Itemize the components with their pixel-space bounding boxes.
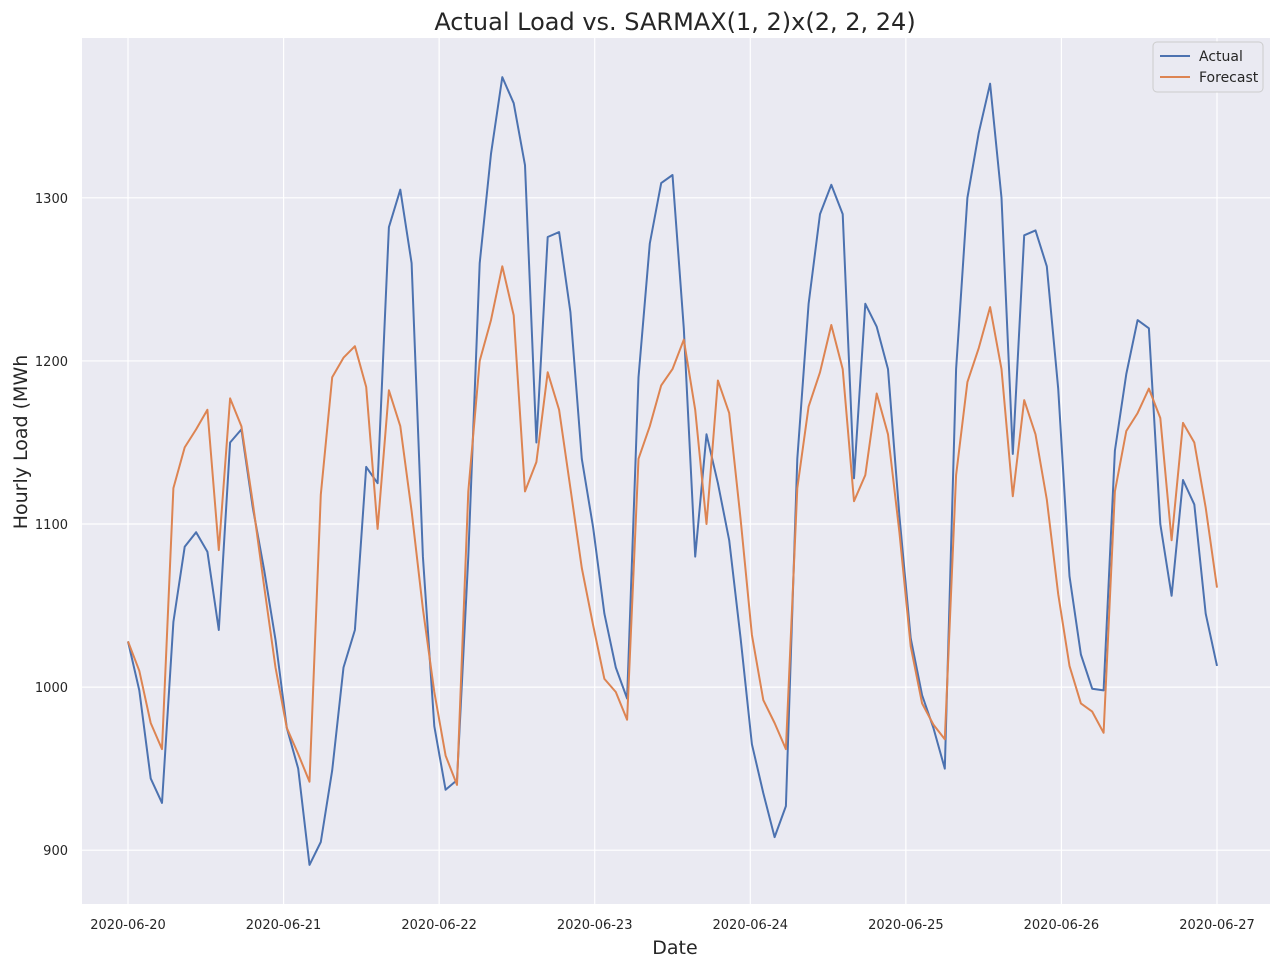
x-tick-label: 2020-06-24	[713, 918, 789, 933]
y-tick-label: 1200	[35, 355, 68, 370]
x-tick-label: 2020-06-27	[1179, 918, 1255, 933]
series-line-forecast	[127, 265, 1218, 786]
series-line-actual	[127, 76, 1218, 866]
x-axis-title: Date	[652, 937, 697, 959]
legend-label-actual: Actual	[1199, 49, 1243, 65]
x-tick-label: 2020-06-21	[246, 918, 322, 933]
grid-lines	[82, 38, 1270, 904]
x-tick-label: 2020-06-25	[868, 918, 944, 933]
y-tick-label: 1100	[35, 518, 68, 533]
y-axis-title: Hourly Load (MWh	[10, 355, 32, 530]
legend-label-forecast: Forecast	[1199, 70, 1259, 86]
series-layer	[127, 76, 1218, 866]
x-tick-label: 2020-06-20	[90, 918, 166, 933]
plot-area	[82, 38, 1270, 904]
legend-box	[1152, 41, 1264, 93]
y-tick-label: 900	[43, 844, 68, 859]
tick-labels: 2020-06-20 2020-06-21 2020-06-22 2020-06-23…	[35, 192, 1255, 933]
legend: Actual Forecast	[1152, 41, 1264, 93]
chart-title: Actual Load vs. SARMAX(1, 2)x(2, 2, 24)	[434, 8, 915, 36]
y-tick-label: 1300	[35, 192, 68, 207]
x-tick-label: 2020-06-26	[1024, 918, 1100, 933]
y-tick-label: 1000	[35, 681, 68, 696]
x-tick-label: 2020-06-22	[401, 918, 477, 933]
x-tick-label: 2020-06-23	[557, 918, 633, 933]
